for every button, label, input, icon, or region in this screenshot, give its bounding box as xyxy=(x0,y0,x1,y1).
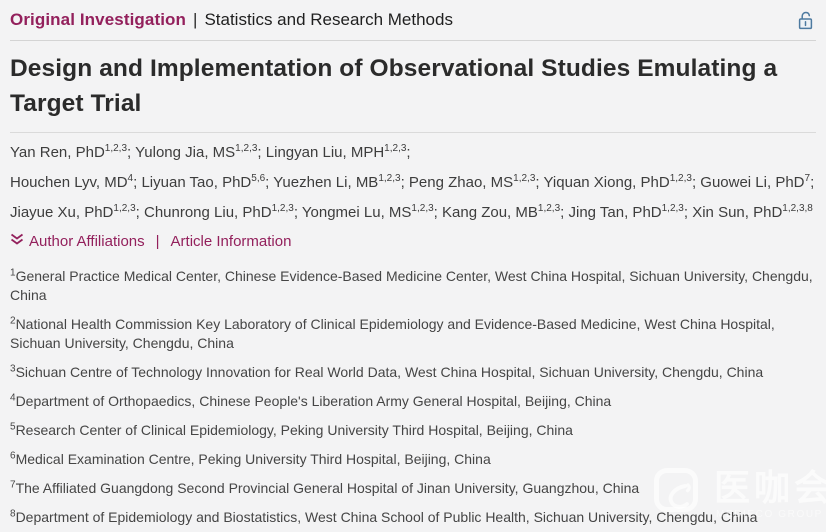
author-affiliation-superscript: 1,2,3 xyxy=(384,143,407,154)
author-affiliation-superscript: 1,2,3 xyxy=(513,173,536,184)
affiliation-item: 5Research Center of Clinical Epidemiolog… xyxy=(10,421,573,438)
affiliation-number: 3 xyxy=(10,363,16,375)
author: Yulong Jia, MS1,2,3; xyxy=(135,143,266,162)
author-affiliation-superscript: 1,2,3 xyxy=(661,203,684,214)
author: Xin Sun, PhD1,2,3,8 xyxy=(692,203,813,222)
affiliation-number: 7 xyxy=(10,479,16,491)
affiliation-item: 3Sichuan Centre of Technology Innovation… xyxy=(10,363,764,380)
author: Houchen Lyv, MD4; xyxy=(10,173,142,192)
category-bar: Original Investigation | Statistics and … xyxy=(10,0,816,41)
affiliation-item: 2National Health Commission Key Laborato… xyxy=(10,315,775,351)
divider xyxy=(10,132,816,133)
affiliation-item: 7The Affiliated Guangdong Second Provinc… xyxy=(10,479,640,496)
author-line: Jiayue Xu, PhD1,2,3; Chunrong Liu, PhD1,… xyxy=(10,198,816,228)
author-affiliation-superscript: 4 xyxy=(127,173,134,184)
author-affiliation-superscript: 1,2,3 xyxy=(271,203,294,214)
author-list: Yan Ren, PhD1,2,3; Yulong Jia, MS1,2,3; … xyxy=(10,138,816,228)
author: Chunrong Liu, PhD1,2,3; xyxy=(143,203,302,222)
affiliation-number: 2 xyxy=(10,315,16,327)
affiliation-number: 6 xyxy=(10,450,16,462)
article-section-link[interactable]: Statistics and Research Methods xyxy=(204,10,453,29)
author-affiliation-superscript: 1,2,3 xyxy=(378,173,401,184)
author-affiliation-superscript: 5,6 xyxy=(251,173,266,184)
author-line: Houchen Lyv, MD4; Liyuan Tao, PhD5,6; Yu… xyxy=(10,168,816,198)
affiliation-item: 8Department of Epidemiology and Biostati… xyxy=(10,508,758,525)
affiliation-number: 1 xyxy=(10,267,16,279)
author-affiliation-superscript: 1,2,3 xyxy=(411,203,434,214)
author-affiliation-superscript: 1,2,3,8 xyxy=(782,203,813,214)
affiliation-item: 1General Practice Medical Center, Chines… xyxy=(10,267,813,303)
author-affiliation-superscript: 1,2,3 xyxy=(537,203,561,214)
author: Lingyan Liu, MPH1,2,3; xyxy=(265,143,411,162)
affiliation-number: 4 xyxy=(10,392,16,404)
links-separator: | xyxy=(155,233,160,250)
author-affiliation-superscript: 1,2,3 xyxy=(669,173,692,184)
article-information-link[interactable]: Article Information xyxy=(170,233,292,250)
double-chevron-down-icon xyxy=(10,233,24,250)
affiliation-item: 6Medical Examination Centre, Peking Univ… xyxy=(10,450,491,467)
author-affiliation-superscript: 1,2,3 xyxy=(104,143,128,154)
article-meta-links: Author Affiliations | Article Informatio… xyxy=(10,231,816,252)
author: Jing Tan, PhD1,2,3; xyxy=(568,203,693,222)
author-affiliation-superscript: 1,2,3 xyxy=(113,203,136,214)
author: Jiayue Xu, PhD1,2,3; xyxy=(10,203,144,222)
author: Liyuan Tao, PhD5,6; xyxy=(141,173,274,192)
author: Yongmei Lu, MS1,2,3; xyxy=(301,203,443,222)
article-category-link[interactable]: Original Investigation xyxy=(10,10,187,29)
author: Yan Ren, PhD1,2,3; xyxy=(10,143,136,162)
author: Yuezhen Li, MB1,2,3; xyxy=(273,173,409,192)
author-affiliation-superscript: 7 xyxy=(804,173,811,184)
open-access-lock-icon xyxy=(797,10,816,31)
author-affiliation-superscript: 1,2,3 xyxy=(235,143,258,154)
affiliation-number: 8 xyxy=(10,508,16,520)
author-affiliations-toggle[interactable]: Author Affiliations xyxy=(10,233,145,250)
affiliation-number: 5 xyxy=(10,421,16,433)
author: Peng Zhao, MS1,2,3; xyxy=(408,173,544,192)
category-separator: | xyxy=(193,10,198,29)
author: Yiquan Xiong, PhD1,2,3; xyxy=(543,173,701,192)
author: Guowei Li, PhD7; xyxy=(700,173,815,192)
affiliation-item: 4Department of Orthopaedics, Chinese Peo… xyxy=(10,392,612,409)
article-title: Design and Implementation of Observation… xyxy=(10,55,778,117)
author-line: Yan Ren, PhD1,2,3; Yulong Jia, MS1,2,3; … xyxy=(10,138,816,168)
affiliations-list: 1General Practice Medical Center, Chines… xyxy=(10,267,816,527)
author: Kang Zou, MB1,2,3; xyxy=(442,203,569,222)
